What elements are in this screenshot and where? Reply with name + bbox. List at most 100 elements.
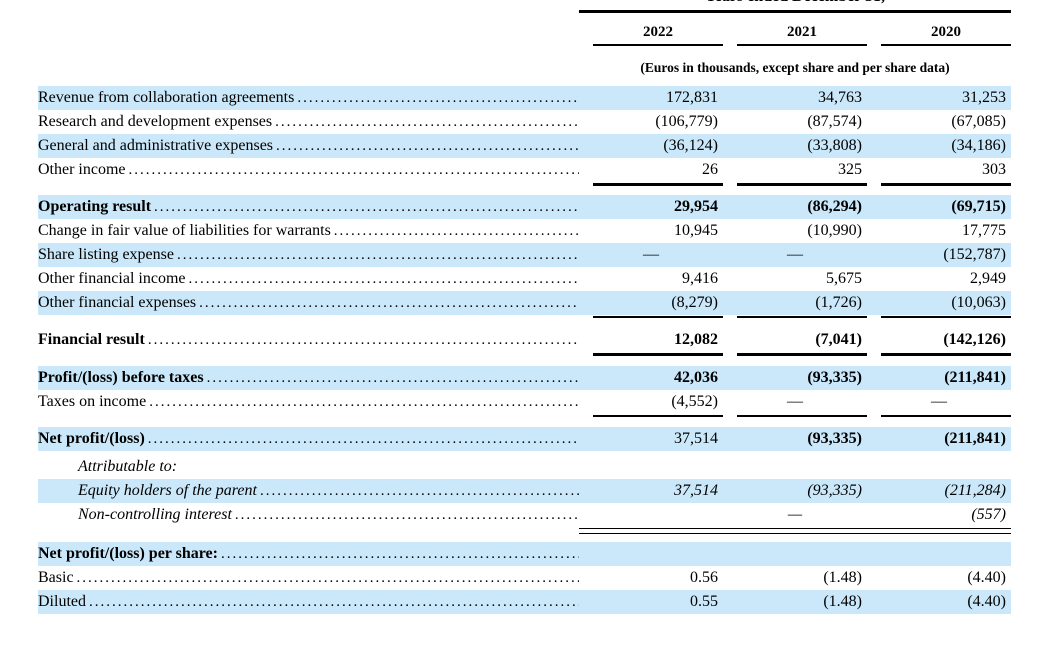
row-label-text: Non-controlling interest (78, 506, 232, 523)
units-note-text: (Euros in thousands, except share and pe… (640, 60, 950, 75)
value-cell-2022: (36,124) (663, 137, 718, 154)
rule-segment (737, 353, 867, 356)
row-spacer (38, 419, 1011, 427)
rule-segment (737, 315, 867, 318)
row-label-text: Change in fair value of liabilities for … (38, 221, 331, 239)
dot-leader (148, 429, 579, 450)
row-label: Taxes on income (38, 391, 579, 413)
rule-segment (881, 414, 1011, 417)
double-bottom-rule (579, 528, 1011, 534)
row-label-text: Taxes on income (38, 392, 147, 410)
dot-leader (148, 330, 579, 351)
rule-segment (881, 315, 1011, 318)
period-caption-text: Years ended December 31, (579, 0, 1011, 6)
dot-leader (260, 481, 579, 502)
value-cell-2021: (1,726) (815, 293, 862, 311)
table-row: Research and development expenses (106,7… (38, 110, 1011, 134)
row-label-text: Other financial income (38, 269, 186, 287)
dot-leader (275, 112, 579, 133)
column-total-rule (38, 315, 1011, 318)
row-label: Profit/(loss) before taxes (38, 367, 579, 389)
row-label-text: General and administrative expenses (38, 137, 274, 154)
row-label: Attributable to: (38, 456, 579, 478)
row-label: Net profit/(loss) (38, 428, 579, 450)
table-row: Net profit/(loss) per share: (38, 542, 1011, 566)
table-row: Profit/(loss) before taxes 42,036 (93,33… (38, 365, 1011, 390)
value-cell-2020: (67,085) (951, 113, 1006, 130)
row-label: Operating result (38, 196, 579, 218)
row-label-text: Research and development expenses (38, 113, 273, 130)
table-row: Share listing expense — — (152,787) (38, 242, 1011, 267)
value-cell-2022: 9,416 (682, 269, 718, 287)
row-label: Equity holders of the parent (38, 480, 579, 502)
rule-segment (881, 183, 1011, 186)
row-label-text: Net profit/(loss) (38, 430, 145, 447)
value-cell-2022: 37,514 (674, 430, 718, 447)
table-row: Other income 26 325 303 (38, 158, 1011, 182)
value-cell-2021: — (787, 506, 803, 523)
dot-leader (149, 392, 579, 413)
column-total-rule (38, 183, 1011, 186)
rule-segment (881, 353, 1011, 356)
units-note: (Euros in thousands, except share and pe… (579, 59, 1011, 77)
row-label-text: Basic (38, 569, 74, 586)
row-label: Change in fair value of liabilities for … (38, 220, 579, 242)
value-cell-2021: 5,675 (826, 269, 862, 287)
table-row: Taxes on income (4,552) — — (38, 390, 1011, 414)
value-cell-2021: (93,335) (807, 368, 862, 386)
value-cell-2020: (142,126) (943, 331, 1006, 348)
row-label: General and administrative expenses (38, 135, 579, 157)
value-cell-2021: — (787, 392, 803, 410)
rule-segment (593, 353, 723, 356)
value-cell-2021: (93,335) (807, 430, 862, 447)
clipped-period-caption: Years ended December 31, (579, 0, 1011, 9)
value-cell-2020: 303 (982, 161, 1006, 178)
value-cell-2021: (93,335) (807, 482, 862, 499)
value-cell-2022: — (643, 245, 659, 263)
row-label-text: Diluted (38, 593, 86, 610)
row-spacer (38, 188, 1011, 195)
value-cell-2020: (557) (971, 506, 1006, 523)
value-cell-2020: (211,841) (944, 368, 1006, 386)
table-top-rule (579, 10, 1011, 13)
rule-segment (737, 183, 867, 186)
row-label-text: Net profit/(loss) per share: (38, 545, 218, 562)
table-row: Operating result 29,954 (86,294) (69,715… (38, 194, 1011, 219)
row-label: Financial result (38, 329, 579, 351)
table-rows: Revenue from collaboration agreements 17… (38, 86, 1011, 614)
row-spacer (38, 358, 1011, 366)
table-row: Other financial expenses (8,279) (1,726)… (38, 290, 1011, 315)
column-total-rule (38, 353, 1011, 356)
table-row: Financial result 12,082 (7,041) (142,126… (38, 328, 1011, 352)
row-label: Net profit/(loss) per share: (38, 543, 579, 565)
value-cell-2022: (106,779) (655, 113, 718, 130)
rule-segment (593, 183, 723, 186)
year-column-2021: 2021 (737, 13, 867, 46)
dot-leader (189, 269, 580, 290)
value-cell-2020: (4.40) (967, 569, 1006, 586)
value-cell-2022: 29,954 (674, 197, 718, 215)
dot-leader (334, 221, 579, 242)
value-cell-2021: (33,808) (807, 137, 862, 154)
dot-leader (221, 544, 579, 565)
table-row: Equity holders of the parent 37,514 (93,… (38, 479, 1011, 503)
value-cell-2021: 34,763 (818, 89, 862, 106)
row-label-text: Financial result (38, 331, 145, 348)
row-label-text: Operating result (38, 197, 152, 215)
row-label-text: Profit/(loss) before taxes (38, 368, 204, 386)
dot-leader (129, 160, 579, 181)
value-cell-2020: (4.40) (967, 593, 1006, 610)
row-label-text: Attributable to: (78, 458, 178, 475)
dot-leader (199, 293, 579, 314)
value-cell-2022: 172,831 (666, 89, 718, 106)
value-cell-2021: (86,294) (807, 197, 862, 215)
dot-leader (77, 568, 579, 589)
value-cell-2020: 17,775 (962, 221, 1006, 239)
value-cell-2022: 0.55 (690, 593, 718, 610)
row-label: Other financial expenses (38, 292, 579, 314)
value-cell-2022: 10,945 (674, 221, 718, 239)
value-cell-2020: (34,186) (951, 137, 1006, 154)
table-row: Non-controlling interest — (557) (38, 503, 1011, 527)
row-label: Other income (38, 159, 579, 181)
